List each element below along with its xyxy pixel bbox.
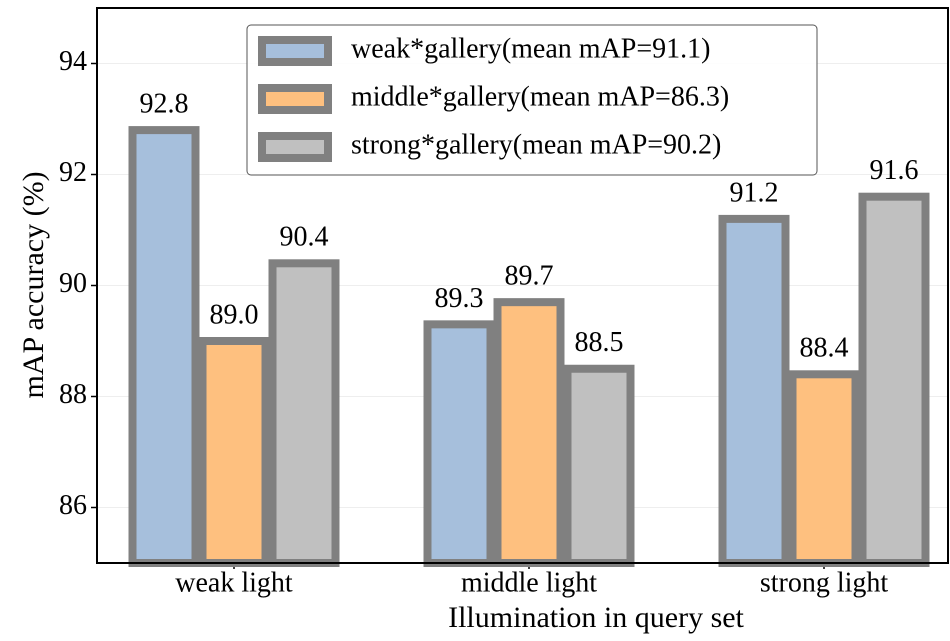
legend-label: middle*gallery(mean mAP=86.3) — [351, 81, 729, 112]
y-tick-label: 88 — [59, 379, 87, 410]
bar — [858, 192, 930, 567]
legend-label: weak*gallery(mean mAP=91.1) — [351, 33, 710, 64]
y-axis-label: mAP accuracy (%) — [17, 171, 50, 398]
axes-frame — [96, 7, 949, 564]
value-label: 90.4 — [280, 222, 329, 253]
value-label: 91.6 — [870, 155, 919, 186]
bar — [198, 337, 270, 567]
legend-box — [246, 24, 818, 176]
value-label: 89.3 — [435, 283, 484, 314]
value-label: 89.0 — [210, 299, 259, 330]
bar — [128, 126, 200, 567]
y-tick-label: 92 — [59, 157, 87, 188]
y-tick-label: 90 — [59, 268, 87, 299]
bar — [788, 370, 860, 567]
y-tick-label: 94 — [59, 46, 87, 77]
x-tick-label: strong light — [760, 567, 889, 598]
x-tick-label: middle light — [461, 567, 597, 598]
value-label: 88.4 — [800, 333, 849, 364]
bar — [423, 320, 495, 567]
value-label: 89.7 — [505, 261, 554, 292]
value-label: 88.5 — [575, 327, 624, 358]
bar — [563, 364, 635, 567]
bar — [718, 214, 790, 567]
y-tick-label: 86 — [59, 490, 87, 521]
legend-swatch — [258, 36, 332, 66]
x-axis-label: Illumination in query set — [448, 601, 744, 634]
value-label: 91.2 — [730, 177, 779, 208]
legend-label: strong*gallery(mean mAP=90.2) — [351, 129, 721, 160]
value-label: 92.8 — [140, 89, 189, 120]
legend-swatch — [258, 132, 332, 162]
x-tick-label: weak light — [175, 567, 293, 598]
legend-swatch — [258, 84, 332, 114]
bar — [493, 298, 565, 567]
bar — [268, 259, 340, 567]
